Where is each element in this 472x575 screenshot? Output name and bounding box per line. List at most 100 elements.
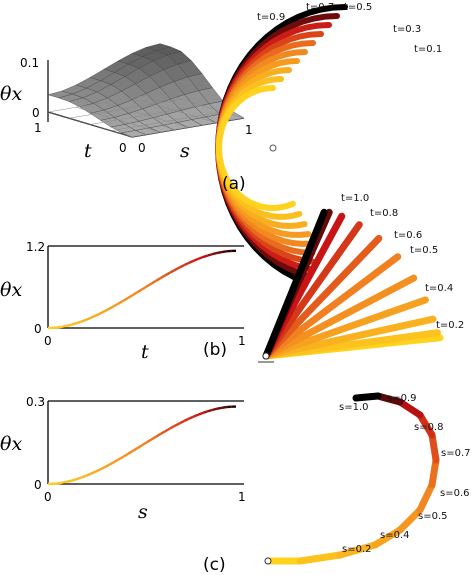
curve-segment — [71, 322, 77, 326]
curve-segment — [150, 279, 157, 285]
curve-segment — [108, 461, 115, 466]
curve-segment — [212, 407, 218, 412]
curve-segment — [99, 466, 105, 471]
annot-t0.8: t=0.8 — [370, 208, 398, 219]
curve-segment — [131, 291, 138, 297]
curve-segment — [122, 452, 129, 458]
curve-segment — [89, 470, 96, 476]
rod-segment — [374, 392, 404, 406]
curve-segment — [127, 294, 134, 300]
curve-segment — [57, 325, 63, 329]
theta-axis-label: θx — [0, 83, 22, 105]
pivot-point — [269, 144, 277, 152]
curve-segment — [193, 257, 199, 262]
curve-segment — [127, 450, 134, 455]
panel-c-plot: 0.3 0 0 1 s θx — [0, 395, 246, 523]
curve-segment — [131, 447, 138, 453]
rod-segment — [296, 551, 344, 565]
surface-patch — [145, 43, 172, 51]
curve-segment — [197, 411, 204, 416]
curve-segment — [89, 314, 96, 320]
annot-t0.2: t=0.2 — [436, 320, 464, 331]
curve-segment — [221, 405, 227, 409]
curve-segment — [179, 419, 185, 425]
x-axis-label: t — [141, 341, 149, 363]
y-tick-0.3: 0.3 — [26, 395, 45, 409]
curve-segment — [136, 288, 143, 294]
curve-segment — [57, 481, 63, 485]
panel-label-a: (a) — [222, 174, 246, 194]
pivot-point — [262, 352, 270, 360]
curve-segment — [207, 408, 213, 413]
curve-segment — [169, 424, 176, 430]
curve-segment — [108, 305, 115, 310]
curve-segment — [164, 271, 171, 277]
curve-segment — [179, 264, 185, 269]
annot-s1.0: s=1.0 — [339, 402, 369, 413]
annot-s0.5: s=0.5 — [418, 511, 448, 522]
curve-segment — [212, 251, 218, 256]
curve-segment — [103, 463, 110, 469]
floor-grid-line — [89, 105, 203, 125]
t-tick-0: 0 — [119, 141, 127, 155]
curve-segment — [75, 476, 82, 481]
x-axis-label: s — [138, 501, 148, 523]
x-tick-1: 1 — [238, 334, 246, 348]
t-axis-label: t — [84, 140, 92, 162]
curve-segment — [94, 468, 101, 473]
annot-s0.7: s=0.7 — [441, 448, 471, 459]
rod-segment — [262, 296, 429, 360]
panel-b-curve — [47, 249, 237, 330]
rod-segment — [416, 411, 436, 439]
curve-segment — [66, 479, 72, 483]
rod-segment — [428, 431, 440, 464]
curve-segment — [193, 413, 199, 418]
curve-segment — [80, 474, 87, 479]
rod-segment — [371, 526, 404, 549]
curve-segment — [141, 441, 148, 447]
rod-segment — [428, 456, 440, 489]
curve-segment — [61, 324, 68, 328]
curve-segment — [188, 415, 195, 420]
s-axis-label: s — [180, 140, 190, 162]
y-tick-0: 0 — [34, 322, 42, 336]
curve-segment — [221, 250, 227, 254]
panel-b-annotations: t=1.0 t=0.8 t=0.6 t=0.5 t=0.4 t=0.2 — [341, 193, 464, 331]
floor-grid-line — [47, 92, 161, 113]
curve-segment — [117, 455, 124, 461]
rod-segment — [262, 253, 402, 360]
panel-c-curve — [47, 405, 237, 486]
curve-segment — [160, 430, 167, 435]
curve-segment — [202, 254, 209, 259]
curve-segment — [216, 250, 223, 255]
rod-segment — [396, 398, 424, 419]
curve-segment — [207, 252, 213, 257]
curve-segment — [183, 417, 190, 422]
y-axis-label: θx — [0, 433, 22, 455]
annot-s0.8: s=0.8 — [414, 422, 444, 433]
curve-segment — [117, 299, 124, 305]
curve-segment — [202, 410, 209, 414]
annot-s0.6: s=0.6 — [440, 488, 470, 499]
y-tick-0: 0 — [34, 478, 42, 492]
panel-a-annotations: t=0.9 t=0.7 t=0.5 t=0.3 t=0.1 — [257, 2, 442, 55]
curve-segment — [85, 316, 91, 322]
z-tick-0.1: 0.1 — [20, 56, 39, 70]
rod-segment — [416, 481, 436, 514]
curve-segment — [160, 274, 167, 279]
surface-mesh — [47, 43, 245, 138]
annot-s0.4: s=0.4 — [380, 530, 410, 541]
floor-grid-line — [131, 97, 217, 123]
rod-segment — [262, 274, 418, 360]
s-tick-1: 1 — [245, 123, 253, 137]
rod-arc — [216, 85, 296, 212]
annot-t0.3: t=0.3 — [393, 24, 421, 35]
curve-segment — [80, 318, 87, 323]
rod-segment — [262, 234, 383, 360]
curve-segment — [155, 276, 162, 282]
rod-segment — [262, 208, 328, 360]
curve-segment — [188, 259, 195, 264]
annot-t1.0: t=1.0 — [341, 193, 369, 204]
pivot-point — [264, 557, 272, 565]
